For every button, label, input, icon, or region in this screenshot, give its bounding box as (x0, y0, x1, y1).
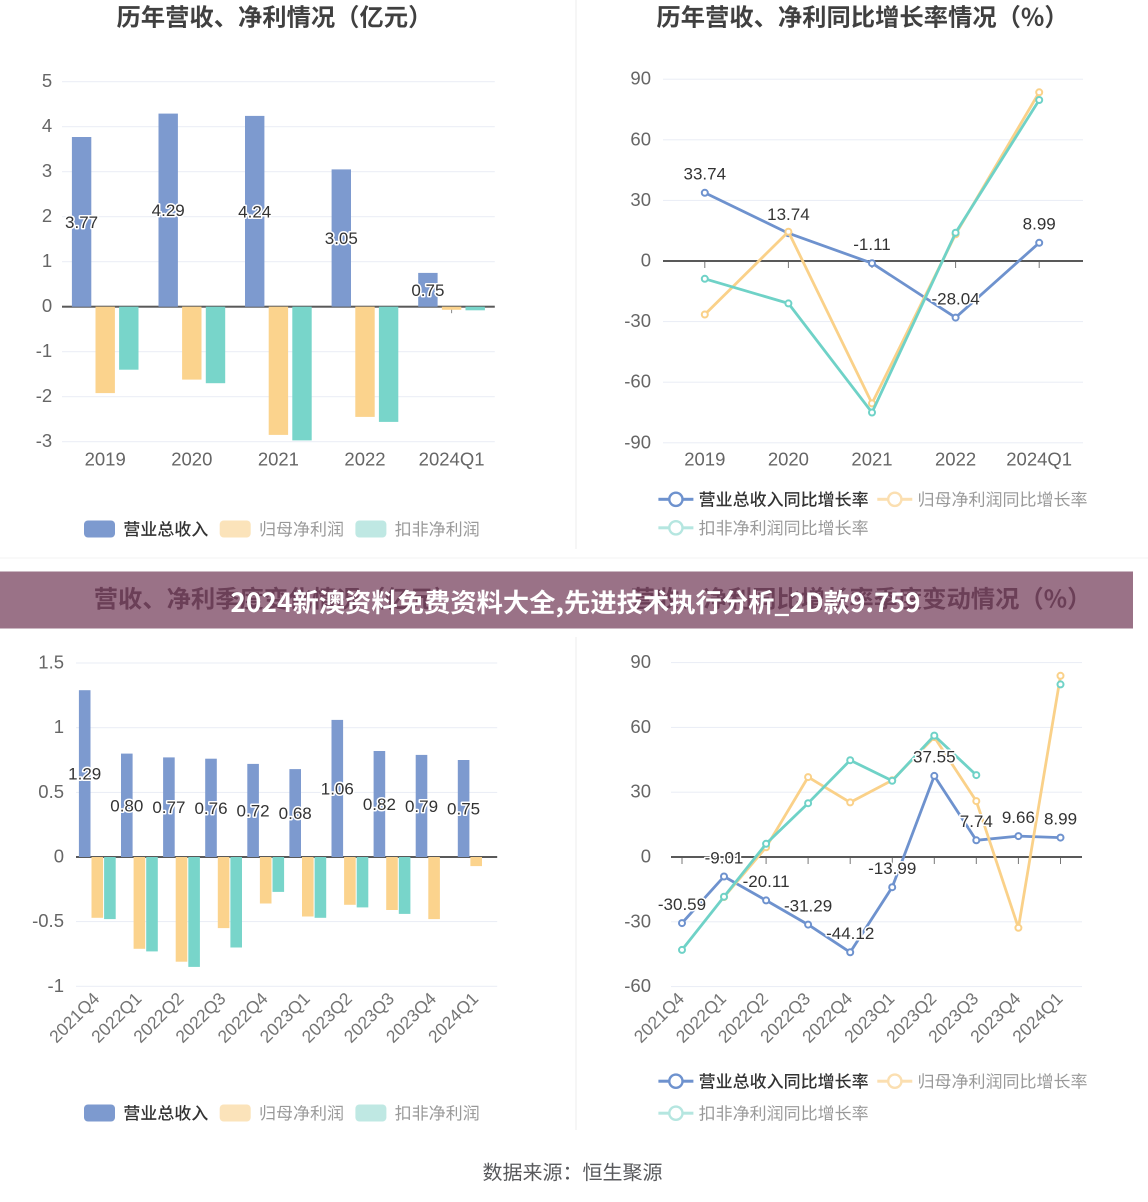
svg-text:-9.01: -9.01 (705, 848, 744, 867)
svg-text:90: 90 (630, 68, 651, 89)
svg-text:33.74: 33.74 (684, 165, 727, 184)
svg-text:1.5: 1.5 (38, 652, 64, 673)
svg-text:-20.11: -20.11 (743, 872, 790, 891)
svg-text:1.29: 1.29 (68, 765, 101, 784)
svg-text:2022: 2022 (344, 449, 385, 470)
svg-text:0: 0 (54, 846, 64, 867)
svg-text:-44.12: -44.12 (826, 924, 874, 943)
svg-text:3.05: 3.05 (325, 229, 358, 248)
svg-text:3: 3 (42, 160, 52, 181)
svg-text:60: 60 (630, 128, 651, 149)
svg-text:0.82: 0.82 (363, 795, 396, 814)
svg-text:0.79: 0.79 (405, 797, 438, 816)
svg-text:1: 1 (54, 716, 64, 737)
svg-text:0: 0 (641, 250, 651, 271)
svg-text:-30: -30 (624, 310, 651, 331)
svg-text:30: 30 (630, 189, 651, 210)
svg-text:1: 1 (42, 250, 52, 271)
svg-text:4.24: 4.24 (238, 202, 271, 221)
svg-text:-60: -60 (624, 371, 651, 392)
svg-text:3.77: 3.77 (65, 213, 98, 232)
svg-text:2024Q1: 2024Q1 (419, 449, 485, 470)
svg-text:2020: 2020 (171, 449, 212, 470)
svg-text:4: 4 (42, 115, 52, 136)
svg-text:0.72: 0.72 (237, 802, 270, 821)
svg-text:-31.29: -31.29 (784, 896, 832, 915)
svg-text:4.29: 4.29 (152, 201, 185, 220)
svg-text:2022: 2022 (935, 449, 976, 470)
svg-text:-1: -1 (36, 340, 52, 361)
svg-text:8.99: 8.99 (1044, 809, 1077, 828)
svg-text:2019: 2019 (85, 449, 126, 470)
svg-text:-30: -30 (624, 910, 651, 931)
svg-text:37.55: 37.55 (913, 748, 956, 767)
svg-text:-30.59: -30.59 (658, 895, 706, 914)
svg-text:8.99: 8.99 (1023, 215, 1056, 234)
svg-text:30: 30 (630, 781, 651, 802)
svg-text:2024Q1: 2024Q1 (1006, 449, 1072, 470)
svg-text:60: 60 (630, 716, 651, 737)
svg-text:0.68: 0.68 (279, 804, 312, 823)
svg-text:-1: -1 (48, 975, 64, 996)
svg-text:2021: 2021 (258, 449, 299, 470)
svg-text:0: 0 (42, 295, 52, 316)
svg-text:2021: 2021 (851, 449, 892, 470)
svg-text:0.80: 0.80 (110, 796, 143, 815)
svg-text:0.75: 0.75 (411, 281, 444, 300)
svg-text:-28.04: -28.04 (931, 289, 979, 308)
svg-text:2: 2 (42, 205, 52, 226)
svg-text:5: 5 (42, 70, 52, 91)
svg-text:-0.5: -0.5 (32, 910, 64, 931)
svg-text:2019: 2019 (684, 449, 725, 470)
svg-text:-13.99: -13.99 (868, 859, 916, 878)
svg-text:-3: -3 (36, 430, 52, 451)
svg-text:-2: -2 (36, 385, 52, 406)
svg-text:0.75: 0.75 (447, 800, 480, 819)
svg-text:0.5: 0.5 (38, 781, 64, 802)
svg-text:90: 90 (630, 651, 651, 672)
svg-text:-1.11: -1.11 (853, 235, 891, 254)
svg-text:2020: 2020 (768, 449, 809, 470)
svg-text:0.76: 0.76 (194, 799, 227, 818)
svg-text:-60: -60 (624, 975, 651, 996)
svg-text:0: 0 (641, 846, 651, 867)
svg-text:13.74: 13.74 (767, 205, 810, 224)
svg-text:9.66: 9.66 (1002, 808, 1035, 827)
svg-text:-90: -90 (624, 431, 651, 452)
svg-text:7.74: 7.74 (960, 812, 993, 831)
svg-text:1.06: 1.06 (321, 780, 354, 799)
svg-text:0.77: 0.77 (152, 798, 185, 817)
